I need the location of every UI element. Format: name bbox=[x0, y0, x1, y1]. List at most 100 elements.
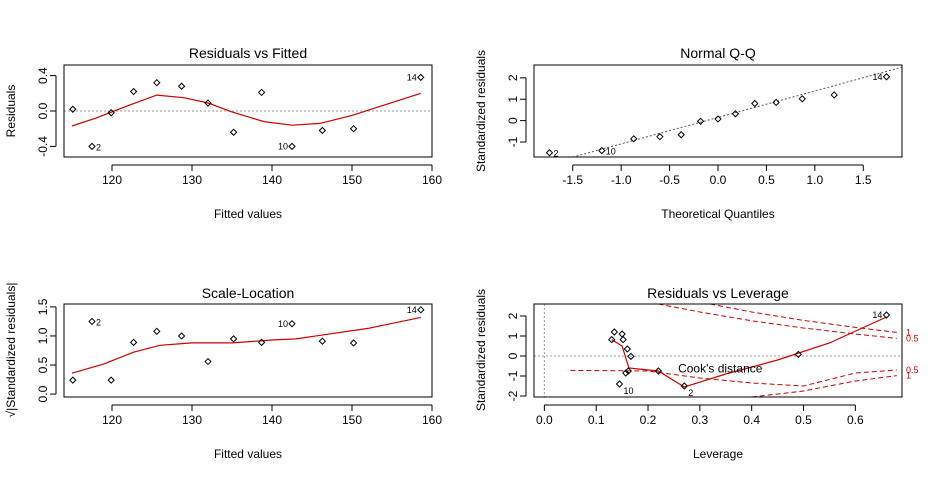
data-point bbox=[696, 117, 705, 125]
x-tick-label: 120 bbox=[102, 173, 122, 187]
y-tick-label: 0 bbox=[506, 352, 520, 359]
data-point bbox=[627, 352, 635, 361]
data-point bbox=[107, 109, 115, 117]
x-tick-label: 130 bbox=[182, 173, 202, 187]
point-label: 14 bbox=[872, 72, 882, 82]
cooks-distance-contour bbox=[658, 304, 897, 339]
data-point bbox=[129, 87, 138, 96]
data-point bbox=[680, 382, 689, 390]
smooth-line bbox=[611, 316, 887, 388]
x-tick-label: 1.5 bbox=[855, 173, 872, 187]
y-tick-label: 0.0 bbox=[36, 385, 50, 402]
data-point bbox=[714, 115, 722, 123]
point-label: 2 bbox=[96, 317, 101, 327]
data-point bbox=[88, 142, 96, 151]
data-point bbox=[624, 367, 633, 375]
plot-frame bbox=[63, 303, 433, 398]
x-axis-label: Fitted values bbox=[214, 447, 282, 461]
data-point bbox=[204, 99, 212, 107]
data-point bbox=[731, 110, 740, 118]
data-point bbox=[417, 73, 425, 82]
x-tick-label: 0.5 bbox=[795, 413, 812, 427]
plot-frame bbox=[63, 64, 433, 158]
panel-residuals-vs-leverage: Residuals vs Leverage Leverage Standardi… bbox=[474, 285, 919, 461]
point-label: 14 bbox=[872, 310, 882, 320]
data-point bbox=[830, 91, 838, 99]
data-point bbox=[615, 380, 624, 388]
plot-inner bbox=[534, 304, 902, 397]
data-point bbox=[153, 78, 161, 87]
data-point bbox=[318, 337, 327, 345]
data-point bbox=[257, 88, 266, 97]
data-point bbox=[598, 146, 606, 155]
data-point bbox=[288, 320, 296, 328]
data-point bbox=[177, 82, 186, 90]
data-point bbox=[630, 135, 638, 143]
data-point bbox=[772, 98, 780, 107]
data-point bbox=[654, 367, 663, 375]
panel-title: Residuals vs Leverage bbox=[647, 285, 789, 301]
data-point bbox=[204, 357, 212, 366]
x-axis-label: Theoretical Quantiles bbox=[661, 207, 774, 221]
y-tick-label: 1.5 bbox=[36, 298, 50, 315]
smooth-line bbox=[71, 92, 421, 127]
x-tick-label: 0.5 bbox=[758, 173, 775, 187]
y-tick-label: -1 bbox=[506, 370, 520, 381]
cooks-contour-label: 1 bbox=[906, 371, 911, 381]
data-point bbox=[349, 339, 358, 347]
y-axis-label: Standardized residuals bbox=[474, 289, 488, 411]
panel-normal-qq: Normal Q-Q Theoretical Quantiles Standar… bbox=[474, 45, 903, 221]
plot-inner bbox=[69, 306, 425, 384]
data-point bbox=[882, 73, 891, 81]
data-point bbox=[417, 306, 425, 314]
data-point bbox=[618, 330, 626, 338]
x-tick-label: 0.2 bbox=[640, 413, 657, 427]
data-point bbox=[229, 128, 238, 136]
y-axis-label: √|Standardized residuals| bbox=[4, 283, 18, 418]
data-point bbox=[794, 350, 803, 359]
data-point bbox=[656, 132, 664, 141]
x-tick-label: 0.4 bbox=[743, 413, 760, 427]
cooks-contour-label: 0.5 bbox=[906, 333, 919, 343]
point-label: 2 bbox=[96, 142, 101, 152]
x-tick-label: -1.5 bbox=[562, 173, 583, 187]
point-label: 14 bbox=[407, 305, 417, 315]
data-point bbox=[69, 376, 77, 384]
plot-inner bbox=[545, 66, 902, 157]
cooks-distance-annotation: Cook's distance bbox=[678, 361, 763, 375]
data-point bbox=[677, 131, 685, 139]
point-label: 10 bbox=[278, 141, 288, 151]
plot-frame bbox=[533, 64, 903, 158]
y-axis-label: Standardized residuals bbox=[474, 50, 488, 172]
plot-frame bbox=[533, 303, 903, 398]
point-label: 10 bbox=[278, 319, 288, 329]
point-label: 14 bbox=[407, 72, 417, 82]
cooks-contour-label: 1 bbox=[906, 327, 911, 337]
panel-title: Scale-Location bbox=[202, 285, 295, 301]
x-tick-label: 0.0 bbox=[536, 413, 553, 427]
y-tick-label: 0 bbox=[506, 117, 520, 124]
x-tick-label: 1.0 bbox=[806, 173, 823, 187]
y-axis-label: Residuals bbox=[4, 85, 18, 138]
panel-title: Residuals vs Fitted bbox=[189, 45, 307, 61]
y-tick-label: 0.5 bbox=[36, 356, 50, 373]
panel-scale-location: Scale-Location Fitted values √|Standardi… bbox=[4, 283, 442, 461]
y-tick-label: 2 bbox=[506, 312, 520, 319]
x-tick-label: 150 bbox=[342, 413, 362, 427]
x-tick-label: 130 bbox=[182, 413, 202, 427]
y-tick-label: -2 bbox=[506, 390, 520, 401]
y-tick-label: -0.4 bbox=[36, 136, 50, 157]
smooth-line bbox=[71, 316, 421, 374]
y-tick-label: 1.0 bbox=[36, 327, 50, 344]
data-point bbox=[153, 327, 161, 336]
data-point bbox=[751, 99, 759, 108]
cooks-contour-label: 0.5 bbox=[906, 365, 919, 375]
panel-title: Normal Q-Q bbox=[680, 45, 756, 61]
data-point bbox=[623, 345, 632, 353]
y-tick-label: 1 bbox=[506, 332, 520, 339]
data-point bbox=[882, 311, 891, 319]
data-point bbox=[318, 126, 327, 135]
data-point bbox=[129, 338, 138, 347]
x-tick-label: -1.0 bbox=[611, 173, 632, 187]
x-tick-label: 140 bbox=[262, 413, 282, 427]
